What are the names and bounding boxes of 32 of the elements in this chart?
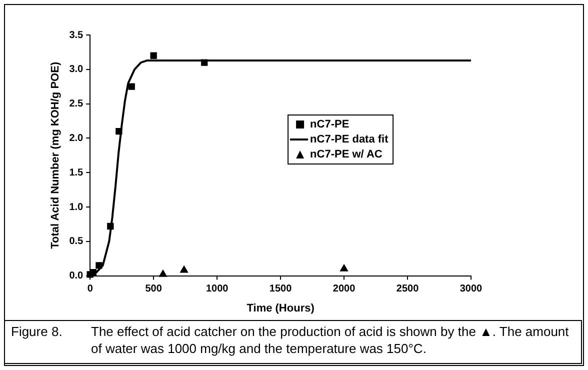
x-tick-label: 0 [87, 284, 94, 295]
point [96, 262, 102, 269]
point [180, 266, 188, 273]
x-tick-label: 3000 [460, 284, 483, 295]
x-tick-label: 2500 [396, 284, 420, 295]
x-tick-label: 500 [145, 284, 162, 295]
y-tick-label: 1.5 [69, 167, 84, 178]
y-tick-label: 2.5 [69, 98, 84, 110]
point [107, 222, 114, 230]
point [90, 269, 96, 276]
caption: Figure 8. [11, 323, 64, 341]
legend-label: nC7-PE data fit [310, 134, 389, 146]
x-tick-label: 1000 [206, 284, 229, 295]
text: The effect of acid catcher on the production of acid is shown by the ▲. The amount of water was 1000 mg/kg and the temperature was 150°C. [91, 323, 570, 358]
y-tick-label: 2.0 [69, 132, 84, 144]
point [340, 264, 348, 272]
point [159, 270, 167, 277]
point [128, 83, 135, 90]
y-tick-label: 3.0 [69, 64, 84, 76]
y-tick-label: 1.0 [69, 202, 84, 213]
point [116, 128, 122, 135]
x-tick-label: 1500 [269, 284, 292, 295]
y-tick-label: 0.0 [69, 270, 84, 282]
y-tick-label: 3.5 [69, 30, 84, 41]
x-tick-label: 2000 [332, 284, 356, 295]
point [150, 52, 157, 59]
y-tick-label: 0.5 [69, 236, 84, 248]
point [201, 59, 208, 66]
legend-label: nC7-PE [310, 118, 350, 131]
y-axis-title: Total Acid Number (mg KOH/g POE) [50, 62, 62, 249]
x-axis-title: Time (Hours) [246, 302, 315, 314]
legend-label: nC7-PE w/ AC [310, 148, 382, 161]
